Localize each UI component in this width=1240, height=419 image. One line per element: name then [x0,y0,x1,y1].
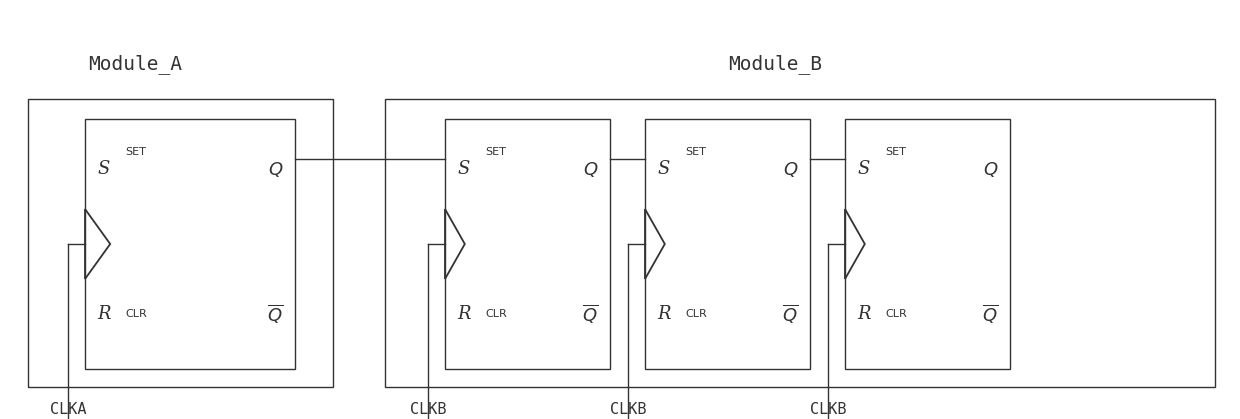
Text: $\overline{Q}$: $\overline{Q}$ [267,303,283,326]
Text: CLKB: CLKB [610,401,646,416]
Text: $Q$: $Q$ [583,160,598,178]
Bar [384,99,1215,387]
Text: CLKA: CLKA [50,401,87,416]
Text: R: R [857,305,870,323]
Text: $\overline{Q}$: $\overline{Q}$ [982,303,998,326]
Text: CLR: CLR [125,309,146,319]
Text: S: S [458,160,470,178]
Text: S: S [657,160,670,178]
Text: CLR: CLR [485,309,507,319]
Text: SET: SET [885,147,906,157]
Text: $\overline{Q}$: $\overline{Q}$ [582,303,598,326]
Text: R: R [458,305,470,323]
Text: S: S [857,160,869,178]
Text: $Q$: $Q$ [268,160,283,178]
Bar [86,119,295,369]
Text: $Q$: $Q$ [982,160,998,178]
Bar [445,119,610,369]
Text: SET: SET [684,147,706,157]
Bar [645,119,810,369]
Text: S: S [97,160,109,178]
Text: $Q$: $Q$ [782,160,799,178]
Text: Module_A: Module_A [88,54,182,74]
Text: CLKB: CLKB [810,401,846,416]
Text: SET: SET [125,147,146,157]
Text: $\overline{Q}$: $\overline{Q}$ [782,303,799,326]
Text: R: R [657,305,671,323]
Text: CLR: CLR [885,309,906,319]
Text: SET: SET [485,147,506,157]
Text: CLR: CLR [684,309,707,319]
Bar [844,119,1011,369]
Bar [29,99,334,387]
Text: Module_B: Module_B [728,54,822,74]
Text: R: R [97,305,110,323]
Text: CLKB: CLKB [409,401,446,416]
